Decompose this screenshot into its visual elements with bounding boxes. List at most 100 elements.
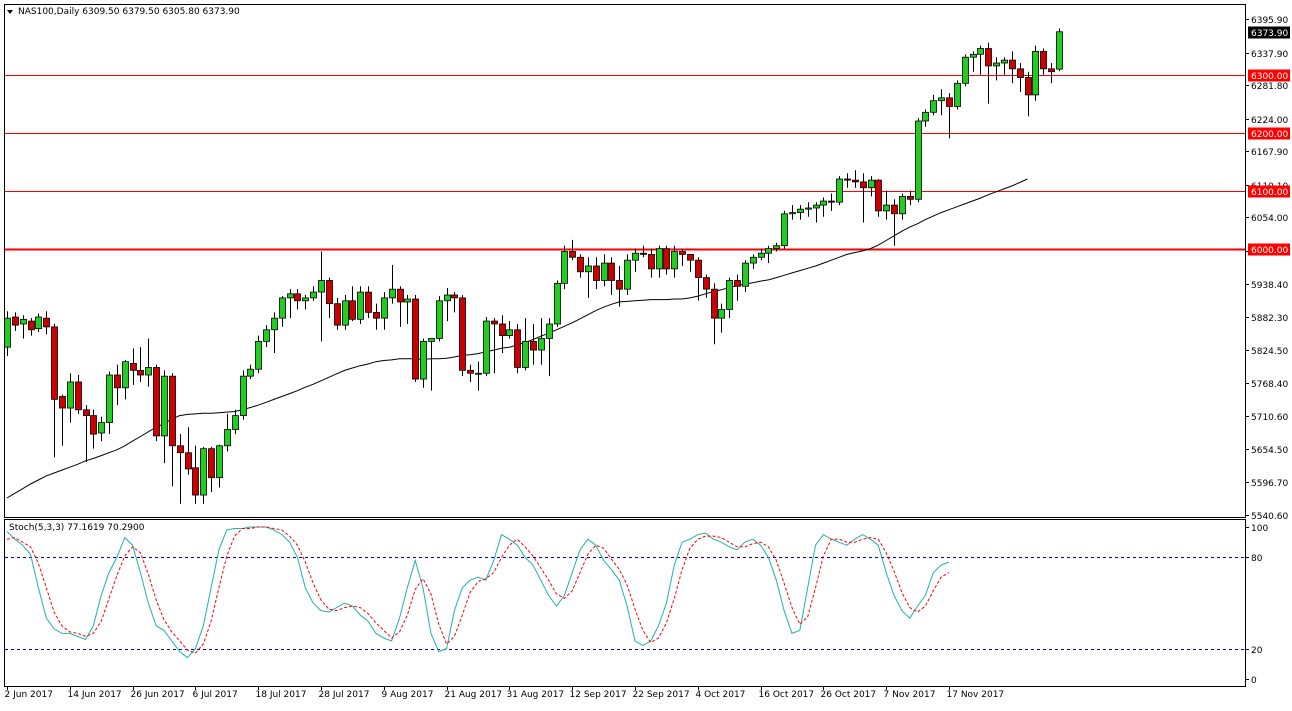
candle bbox=[130, 348, 137, 385]
candle-body-bear bbox=[459, 297, 466, 371]
price-tick-label: 5882.30 bbox=[1251, 314, 1288, 324]
candle-body-bull bbox=[389, 288, 396, 299]
candle bbox=[200, 446, 207, 504]
candle-body-bull bbox=[1032, 51, 1039, 96]
candle bbox=[922, 109, 929, 127]
candle-body-bull bbox=[868, 179, 875, 189]
candle-body-bull bbox=[899, 195, 906, 215]
candle bbox=[954, 80, 961, 110]
price-tick-label: 6395.90 bbox=[1251, 16, 1288, 26]
candle-body-bear bbox=[349, 300, 356, 320]
candle-body-bear bbox=[1009, 59, 1016, 70]
candle-body-bear bbox=[828, 200, 835, 203]
candle bbox=[365, 286, 372, 319]
candle-body-bull bbox=[813, 204, 820, 209]
candle bbox=[475, 361, 482, 391]
candle-body-bear bbox=[294, 293, 301, 302]
candle-body-bull bbox=[624, 259, 631, 290]
candle bbox=[1040, 48, 1047, 75]
date-axis: 2 Jun 2017 14 Jun 2017 26 Jun 2017 6 Jul 20… bbox=[5, 686, 1004, 700]
candle-body-bull bbox=[726, 280, 733, 310]
candle-body-bear bbox=[687, 253, 694, 261]
candle-body-bull bbox=[318, 280, 325, 293]
candle bbox=[561, 245, 568, 290]
candle bbox=[1048, 63, 1055, 84]
stochastic bbox=[5, 526, 1245, 659]
candle bbox=[742, 260, 749, 293]
candle bbox=[915, 118, 922, 203]
candle-body-bull bbox=[357, 291, 364, 320]
candle bbox=[4, 311, 11, 356]
candle bbox=[891, 199, 898, 246]
candle-body-bear bbox=[137, 369, 144, 376]
candle bbox=[506, 321, 513, 339]
candle-body-bull bbox=[765, 248, 772, 254]
candle bbox=[813, 202, 820, 223]
candle bbox=[726, 277, 733, 319]
candle bbox=[836, 176, 843, 206]
candle bbox=[459, 294, 466, 377]
candle bbox=[797, 205, 804, 220]
candle-body-bear bbox=[169, 375, 176, 447]
candle-body-bull bbox=[67, 381, 74, 409]
candle bbox=[781, 210, 788, 249]
candle-body-bull bbox=[20, 318, 27, 325]
candle-body-bull bbox=[1056, 31, 1063, 70]
candle bbox=[546, 318, 553, 377]
candle bbox=[349, 286, 356, 322]
candle bbox=[711, 283, 718, 345]
candle-body-bull bbox=[781, 213, 788, 247]
candle bbox=[758, 248, 765, 261]
candle-body-bear bbox=[467, 369, 474, 374]
candle bbox=[114, 364, 121, 406]
candle-body-bear bbox=[530, 340, 537, 351]
candle-body-bear bbox=[75, 381, 82, 411]
price-tick-label: 6054.00 bbox=[1251, 214, 1288, 224]
candle-body-bull bbox=[546, 323, 553, 339]
candle bbox=[412, 294, 419, 382]
candle-body-bear bbox=[412, 298, 419, 380]
price-tick-label: 5938.40 bbox=[1251, 281, 1288, 291]
candle-body-bull bbox=[922, 111, 929, 122]
candle bbox=[35, 313, 42, 333]
collapse-triangle-icon[interactable] bbox=[7, 10, 13, 14]
candle-body-bear bbox=[703, 277, 710, 290]
candle-body-bull bbox=[883, 204, 890, 212]
candle bbox=[98, 416, 105, 442]
candle-body-bear bbox=[499, 323, 506, 336]
stoch-tick-label: 20 bbox=[1251, 646, 1263, 656]
candle-body-bear bbox=[608, 262, 615, 281]
candle-body-bear bbox=[59, 396, 66, 409]
candle bbox=[852, 170, 859, 188]
candle bbox=[899, 193, 906, 220]
candle bbox=[750, 254, 757, 269]
candle bbox=[624, 254, 631, 295]
stoch-main-line bbox=[6, 526, 950, 659]
candle bbox=[585, 257, 592, 298]
candle bbox=[805, 202, 812, 217]
candle-body-bear bbox=[891, 204, 898, 215]
candle-body-bull bbox=[35, 316, 42, 330]
candle bbox=[875, 178, 882, 217]
date-tick-label: 21 Aug 2017 bbox=[445, 690, 503, 700]
candle-body-bear bbox=[663, 248, 670, 270]
candle-body-bear bbox=[616, 280, 623, 290]
candle bbox=[648, 248, 655, 278]
candle bbox=[970, 51, 977, 72]
candle bbox=[255, 335, 262, 374]
candle-body-bull bbox=[789, 212, 796, 215]
candle bbox=[20, 315, 27, 339]
candle bbox=[491, 318, 498, 374]
level-label-bg-6000 bbox=[1248, 243, 1290, 256]
candle-body-bear bbox=[860, 181, 867, 189]
candle-body-bear bbox=[679, 251, 686, 255]
candle-body-bear bbox=[491, 320, 498, 325]
level-label-bg-6300 bbox=[1248, 69, 1290, 82]
candle-body-bear bbox=[695, 259, 702, 278]
candle-body-bear bbox=[648, 253, 655, 270]
chart-header: NAS100,Daily 6309.50 6379.50 6305.80 637… bbox=[18, 7, 240, 17]
candle-body-bear bbox=[12, 316, 19, 326]
date-tick-label: 26 Jun 2017 bbox=[131, 690, 185, 700]
candle-body-bear bbox=[907, 195, 914, 200]
candle-body-bull bbox=[310, 291, 317, 299]
